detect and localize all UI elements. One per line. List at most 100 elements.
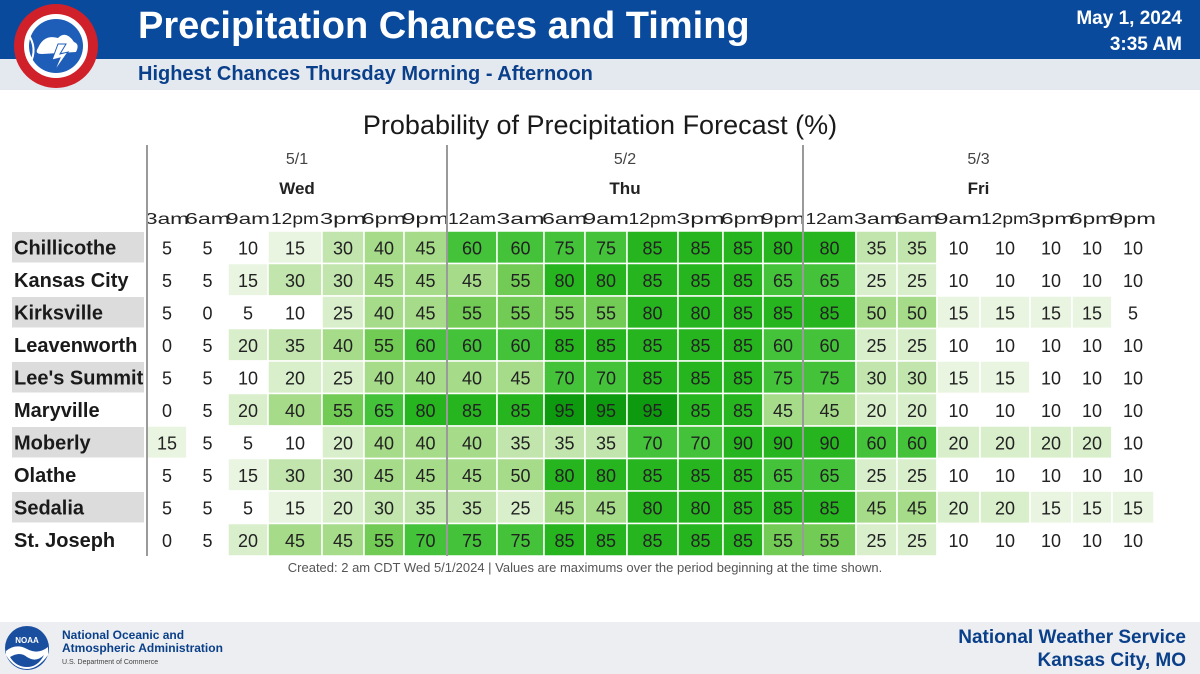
chart-footnote: Created: 2 am CDT Wed 5/1/2024 | Values … xyxy=(287,560,883,575)
pop-value: 45 xyxy=(907,498,927,518)
pop-cell xyxy=(227,230,269,265)
pop-cell xyxy=(186,295,229,330)
pop-value: 5 xyxy=(202,238,212,258)
time-label: 9pm xyxy=(1110,211,1156,228)
pop-value: 70 xyxy=(596,368,616,388)
pop-value: 45 xyxy=(415,238,435,258)
time-label: 12pm xyxy=(981,211,1029,228)
location-label-bg xyxy=(12,297,144,328)
location-label: Chillicothe xyxy=(14,237,116,259)
pop-value: 55 xyxy=(596,303,616,323)
header: Precipitation Chances and Timing Highest… xyxy=(0,0,1200,90)
pop-value: 10 xyxy=(285,433,305,453)
pop-value: 80 xyxy=(554,466,574,486)
pop-value: 80 xyxy=(690,303,710,323)
pop-value: 80 xyxy=(415,401,435,421)
pop-value: 10 xyxy=(948,336,968,356)
pop-value: 75 xyxy=(596,238,616,258)
time-label: 3am xyxy=(497,211,545,228)
pop-cell xyxy=(1029,295,1073,330)
pop-value: 45 xyxy=(333,531,353,551)
pop-cell xyxy=(543,392,586,427)
pop-value: 35 xyxy=(554,433,574,453)
pop-cell xyxy=(762,425,804,460)
location-label-bg xyxy=(12,492,144,523)
page-title: Precipitation Chances and Timing xyxy=(138,5,750,47)
pop-value: 0 xyxy=(202,303,212,323)
pop-cell xyxy=(186,490,229,525)
pop-cell xyxy=(543,230,586,265)
pop-value: 60 xyxy=(819,336,839,356)
pop-value: 50 xyxy=(510,466,530,486)
location-label: Sedalia xyxy=(14,497,85,519)
pop-value: 25 xyxy=(907,466,927,486)
pop-value: 85 xyxy=(642,466,662,486)
pop-value: 10 xyxy=(1082,271,1102,291)
pop-value: 10 xyxy=(1123,271,1143,291)
pop-value: 75 xyxy=(773,368,793,388)
office-line-2: Kansas City, MO xyxy=(1037,650,1186,671)
pop-cell xyxy=(146,327,188,362)
pop-value: 55 xyxy=(554,303,574,323)
pop-cell xyxy=(979,490,1031,525)
pop-value: 20 xyxy=(995,433,1015,453)
pop-value: 0 xyxy=(162,401,172,421)
pop-value: 40 xyxy=(333,336,353,356)
pop-value: 25 xyxy=(510,498,530,518)
pop-value: 20 xyxy=(1041,433,1061,453)
pop-value: 5 xyxy=(243,433,253,453)
location-label: Kansas City xyxy=(14,270,129,292)
pop-value: 90 xyxy=(733,433,753,453)
pop-cell xyxy=(146,230,188,265)
pop-value: 85 xyxy=(510,401,530,421)
pop-cell xyxy=(1111,295,1155,330)
pop-value: 40 xyxy=(374,368,394,388)
pop-value: 10 xyxy=(238,238,258,258)
pop-value: 5 xyxy=(202,498,212,518)
pop-cell xyxy=(321,295,365,330)
pop-value: 20 xyxy=(995,498,1015,518)
pop-value: 10 xyxy=(995,336,1015,356)
pop-value: 5 xyxy=(202,433,212,453)
pop-value: 15 xyxy=(1123,498,1143,518)
pop-value: 10 xyxy=(948,238,968,258)
pop-cell xyxy=(321,262,365,297)
pop-value: 55 xyxy=(773,531,793,551)
pop-value: 45 xyxy=(415,466,435,486)
pop-cell xyxy=(496,522,545,557)
pop-value: 10 xyxy=(1123,433,1143,453)
time-label: 12am xyxy=(806,211,854,228)
pop-cell xyxy=(802,327,857,362)
office-line-1: National Weather Service xyxy=(958,627,1186,648)
pop-cell xyxy=(363,230,405,265)
footer: NOAA National Oceanic and Atmospheric Ad… xyxy=(0,622,1200,674)
pop-cell xyxy=(186,522,229,557)
pop-value: 10 xyxy=(1041,368,1061,388)
pop-value: 85 xyxy=(690,531,710,551)
pop-cell xyxy=(979,425,1031,460)
pop-cell xyxy=(584,262,628,297)
pop-value: 25 xyxy=(907,336,927,356)
pop-value: 30 xyxy=(333,238,353,258)
pop-value: 20 xyxy=(1082,433,1102,453)
pop-value: 35 xyxy=(285,336,305,356)
pop-cell xyxy=(855,522,898,557)
pop-value: 35 xyxy=(907,238,927,258)
location-label: Moberly xyxy=(14,432,92,454)
pop-value: 10 xyxy=(948,466,968,486)
pop-value: 80 xyxy=(642,498,662,518)
pop-value: 15 xyxy=(995,303,1015,323)
pop-cell xyxy=(267,327,323,362)
pop-value: 10 xyxy=(1082,368,1102,388)
pop-value: 10 xyxy=(1041,271,1061,291)
pop-value: 50 xyxy=(907,303,927,323)
pop-value: 70 xyxy=(690,433,710,453)
pop-value: 5 xyxy=(202,271,212,291)
pop-value: 85 xyxy=(690,368,710,388)
pop-value: 45 xyxy=(596,498,616,518)
pop-value: 75 xyxy=(819,368,839,388)
pop-value: 60 xyxy=(462,238,482,258)
pop-cell xyxy=(446,230,498,265)
pop-value: 15 xyxy=(285,498,305,518)
pop-value: 90 xyxy=(773,433,793,453)
